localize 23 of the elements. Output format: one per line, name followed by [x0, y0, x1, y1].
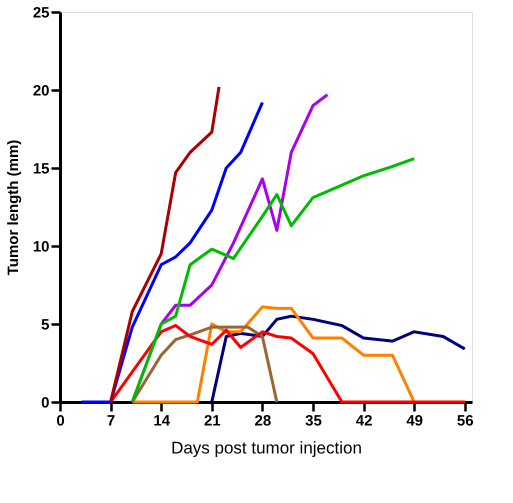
x-tick-label: 35 — [305, 412, 322, 430]
line-series — [130, 326, 278, 404]
x-tick-label: 7 — [106, 412, 116, 430]
line-series — [109, 85, 221, 404]
x-tick-label: 28 — [254, 412, 272, 430]
y-tick-label: 5 — [41, 316, 50, 334]
x-tick-label: 56 — [456, 412, 474, 430]
x-axis-title: Days post tumor injection — [171, 438, 362, 458]
y-axis-title: Tumor length (mm) — [4, 140, 22, 276]
line-series — [130, 157, 416, 404]
x-tick-label: 21 — [204, 412, 221, 430]
y-tick-label: 10 — [32, 238, 50, 256]
line-series — [80, 100, 264, 404]
x-tick-label: 0 — [56, 412, 65, 430]
x-tick-label: 14 — [153, 412, 171, 430]
line-series — [210, 314, 466, 404]
line-series — [109, 324, 466, 404]
y-tick-label: 15 — [32, 160, 50, 178]
y-tick-label: 25 — [32, 4, 50, 22]
x-tick-label: 49 — [406, 412, 424, 430]
y-tick-label: 0 — [41, 394, 50, 412]
y-tick-label: 20 — [32, 82, 50, 100]
x-tick-label: 42 — [356, 412, 372, 430]
